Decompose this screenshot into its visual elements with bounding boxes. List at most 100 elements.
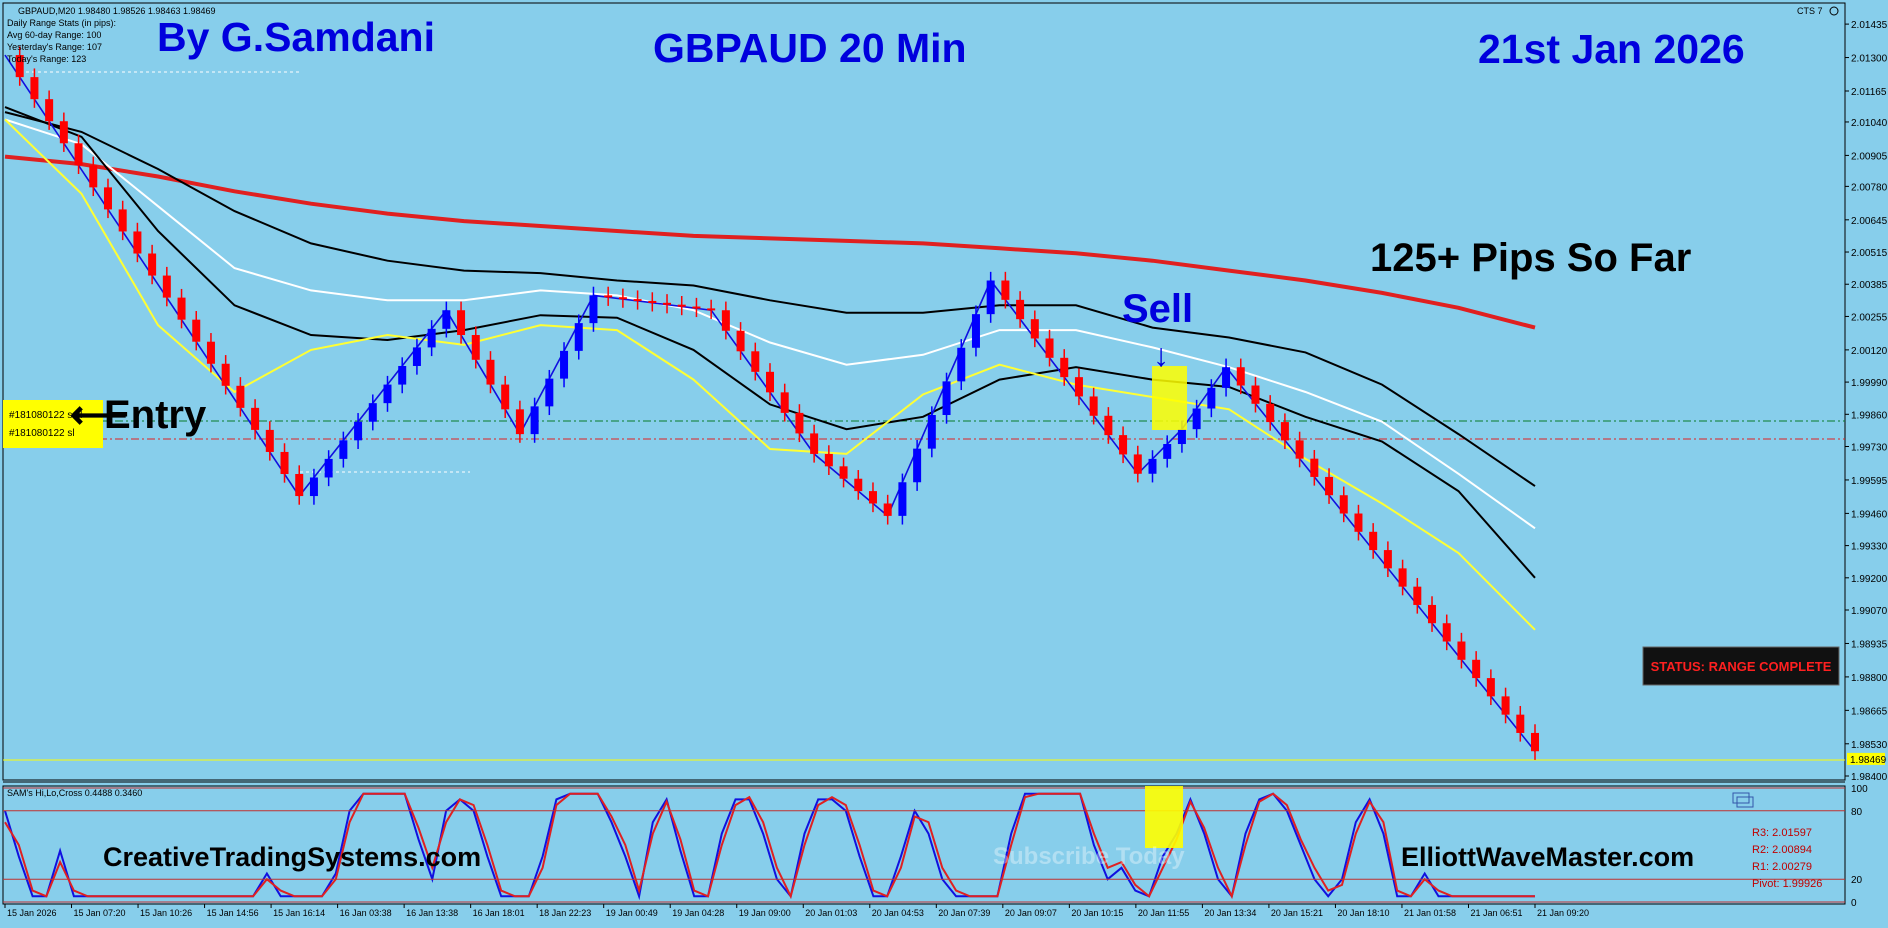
order-sell-label: #181080122 sell	[9, 410, 82, 421]
candle-body	[883, 503, 892, 516]
candle-body	[486, 359, 495, 385]
moving-average-line	[4, 118, 1536, 631]
candle-body	[1177, 429, 1186, 445]
time-tick-label: 21 Jan 09:20	[1537, 908, 1589, 918]
candle-body	[1472, 659, 1481, 679]
candle-body	[309, 477, 318, 497]
symbol-header: GBPAUD,M20 1.98480 1.98526 1.98463 1.984…	[18, 6, 215, 16]
price-tick-label: 2.00255	[1851, 312, 1888, 323]
candle-body	[1413, 586, 1422, 605]
oscillator-tick-label: 80	[1851, 807, 1863, 818]
pivot-level-label: R3: 2.01597	[1752, 827, 1812, 839]
site-right-label: ElliottWaveMaster.com	[1401, 842, 1694, 872]
candle-body	[148, 253, 157, 276]
candle-body	[45, 99, 54, 122]
time-tick-label: 21 Jan 06:51	[1470, 908, 1522, 918]
stats-yesterday: Yesterday's Range: 107	[7, 42, 102, 52]
candle-body	[1045, 338, 1054, 358]
candle-body	[618, 297, 627, 300]
candle-body	[1148, 458, 1157, 474]
candle-body	[501, 384, 510, 410]
stats-avg: Avg 60-day Range: 100	[7, 30, 101, 40]
candle-body	[736, 330, 745, 352]
moving-averages	[4, 106, 1536, 631]
price-tick-label: 2.01435	[1851, 20, 1888, 31]
candle-body	[707, 308, 716, 311]
candle-body	[677, 304, 686, 307]
candle-body	[133, 231, 142, 254]
candle-body	[1104, 415, 1113, 436]
price-tick-label: 1.98400	[1851, 772, 1888, 783]
pivot-level-label: R2: 2.00894	[1752, 844, 1812, 856]
oscillator-line	[4, 792, 1535, 901]
candle-body	[560, 350, 569, 379]
candle-body	[30, 77, 39, 100]
candle-body	[427, 328, 436, 348]
order-sl-label: #181080122 sl	[9, 428, 75, 439]
candle-body	[854, 478, 863, 492]
current-price-tag	[1847, 752, 1885, 765]
entry-arrow-icon: ⟵	[70, 393, 127, 437]
candle-body	[457, 310, 466, 336]
time-tick-label: 20 Jan 04:53	[872, 908, 924, 918]
candle-body	[1192, 408, 1201, 430]
candle-body	[721, 310, 730, 331]
pane-window-icon-back	[1736, 796, 1754, 808]
candle-body	[1119, 435, 1128, 455]
candle-body	[1369, 531, 1378, 551]
oscillator-tick-label: 100	[1851, 784, 1868, 795]
candle-body	[957, 347, 966, 382]
price-tick-label: 2.00645	[1851, 216, 1888, 227]
candle-body	[942, 381, 951, 416]
candle-body	[1207, 387, 1216, 409]
price-tick-label: 1.99200	[1851, 574, 1888, 585]
price-tick-label: 2.01040	[1851, 118, 1888, 129]
stats-today: Today's Range: 123	[7, 54, 86, 64]
candle-body	[383, 384, 392, 404]
pivot-level-label: Pivot: 1.99926	[1752, 878, 1822, 890]
time-tick-label: 20 Jan 01:03	[805, 908, 857, 918]
price-tick-label: 1.98665	[1851, 706, 1888, 717]
time-tick-label: 16 Jan 18:01	[473, 908, 525, 918]
time-tick-label: 15 Jan 07:20	[74, 908, 126, 918]
oscillator-axis: 100 80 20 0	[3, 784, 1868, 909]
oscillator-line	[4, 792, 1535, 900]
price-tick-label: 2.00515	[1851, 248, 1888, 259]
candle-body	[89, 165, 98, 188]
candle-body	[898, 482, 907, 516]
candle-body	[1501, 696, 1510, 715]
price-tick-label: 2.00385	[1851, 280, 1888, 291]
candle-body	[633, 299, 642, 302]
time-tick-label: 20 Jan 10:15	[1071, 908, 1123, 918]
candle-body	[221, 363, 230, 386]
oscillator-highlight-box	[1145, 786, 1183, 848]
time-tick-label: 15 Jan 14:56	[207, 908, 259, 918]
candle-body	[839, 466, 848, 479]
price-tick-label: 1.98530	[1851, 740, 1888, 751]
candle-body	[530, 406, 539, 435]
price-tick-label: 1.99730	[1851, 443, 1888, 454]
time-tick-label: 20 Jan 13:34	[1204, 908, 1256, 918]
candle-body	[648, 300, 657, 303]
sell-label: Sell	[1122, 287, 1193, 331]
pane-window-icon[interactable]	[1732, 792, 1750, 804]
candle-body	[1016, 299, 1025, 320]
candle-body	[1442, 623, 1451, 642]
pivot-level-label: R1: 2.00279	[1752, 861, 1812, 873]
price-tick-label: 2.00120	[1851, 346, 1888, 357]
order-levels	[3, 71, 1845, 761]
time-tick-label: 21 Jan 01:58	[1404, 908, 1456, 918]
time-tick-label: 18 Jan 22:23	[539, 908, 591, 918]
stats-title: Daily Range Stats (in pips):	[7, 18, 116, 28]
candle-body	[1516, 714, 1525, 733]
price-tick-label: 1.99330	[1851, 542, 1888, 553]
price-tick-label: 2.00780	[1851, 182, 1888, 193]
oscillator-tick-label: 0	[1851, 898, 1857, 909]
price-tick-label: 1.99460	[1851, 509, 1888, 520]
candle-body	[927, 415, 936, 449]
time-tick-label: 19 Jan 00:49	[606, 908, 658, 918]
candle-body	[471, 335, 480, 360]
candle-body	[1089, 396, 1098, 416]
price-tick-label: 1.99860	[1851, 410, 1888, 421]
